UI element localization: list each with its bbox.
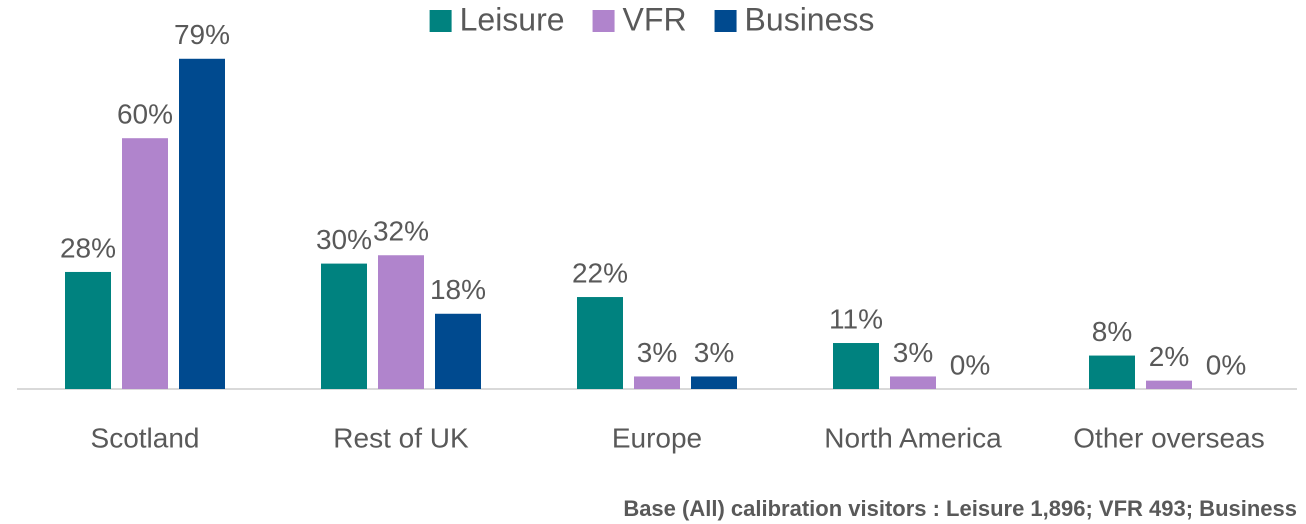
bar: [1146, 380, 1192, 389]
x-tick-label: Other overseas: [1073, 422, 1264, 453]
legend-swatch: [714, 10, 737, 32]
bar: [65, 271, 111, 389]
bar: [691, 376, 737, 389]
data-label: 3%: [893, 337, 933, 368]
legend-swatch: [429, 10, 452, 32]
data-label: 30%: [316, 224, 372, 255]
data-label: 3%: [637, 337, 677, 368]
bar: [634, 376, 680, 389]
x-tick-label: Europe: [612, 422, 702, 453]
data-label: 60%: [117, 99, 173, 130]
legend-label: VFR: [623, 1, 687, 37]
bar: [179, 58, 225, 389]
data-label: 18%: [430, 274, 486, 305]
bar: [577, 297, 623, 389]
data-label: 0%: [950, 349, 990, 380]
data-label: 11%: [829, 303, 883, 334]
bar: [378, 255, 424, 389]
x-tick-label: Rest of UK: [333, 422, 469, 453]
data-label: 2%: [1149, 341, 1189, 372]
data-label: 79%: [174, 19, 230, 50]
data-label: 8%: [1092, 316, 1132, 347]
x-tick-label: Scotland: [91, 422, 200, 453]
legend-swatch: [592, 10, 615, 32]
bar: [1089, 355, 1135, 389]
bar: [435, 313, 481, 389]
data-label: 32%: [373, 216, 429, 247]
legend-label: Business: [745, 1, 875, 37]
footnote: Base (All) calibration visitors : Leisur…: [623, 496, 1297, 521]
bar: [890, 376, 936, 389]
bar: [833, 343, 879, 389]
x-tick-label: North America: [824, 422, 1002, 453]
legend-label: Leisure: [460, 1, 565, 37]
bar: [321, 263, 367, 389]
data-label: 3%: [694, 337, 734, 368]
data-label: 22%: [572, 257, 628, 288]
data-label: 28%: [60, 232, 116, 263]
bar: [122, 138, 168, 389]
data-label: 0%: [1206, 349, 1246, 380]
